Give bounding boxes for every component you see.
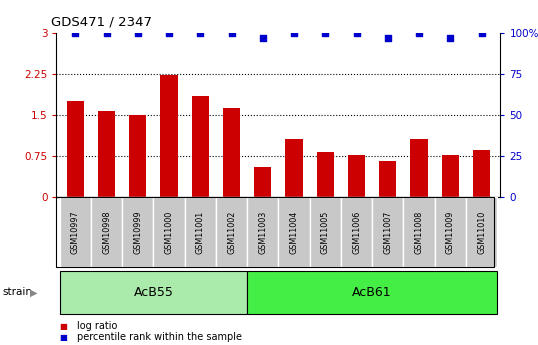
Text: GSM11007: GSM11007 (383, 210, 392, 254)
Bar (122, 197, 153, 267)
Bar (410, 139, 428, 197)
Bar (404, 197, 435, 267)
Text: GDS471 / 2347: GDS471 / 2347 (51, 16, 152, 29)
Text: log ratio: log ratio (77, 321, 117, 331)
Point (71, 30, 80, 36)
Bar (466, 197, 497, 267)
Bar (247, 197, 279, 267)
Text: GSM11006: GSM11006 (352, 210, 361, 254)
Bar (435, 197, 466, 267)
Text: GSM11005: GSM11005 (321, 210, 330, 254)
Text: ▶: ▶ (30, 287, 37, 297)
Bar (279, 197, 310, 267)
Bar (60, 197, 91, 267)
Bar (192, 96, 209, 197)
Text: GSM11003: GSM11003 (258, 210, 267, 254)
Bar (473, 150, 490, 197)
Point (352, 30, 361, 36)
Point (102, 30, 111, 36)
Text: AcB61: AcB61 (352, 286, 392, 299)
Bar (60, 271, 247, 314)
Point (415, 30, 423, 36)
Text: ■: ■ (59, 322, 67, 331)
Point (446, 35, 455, 40)
Bar (348, 155, 365, 197)
Bar (67, 101, 84, 197)
Bar (129, 115, 146, 197)
Text: ■: ■ (59, 333, 67, 342)
Bar (216, 197, 247, 267)
Text: GSM11004: GSM11004 (289, 210, 299, 254)
Point (165, 30, 173, 36)
Bar (317, 152, 334, 197)
Text: GSM11009: GSM11009 (446, 210, 455, 254)
Point (196, 30, 204, 36)
Bar (247, 271, 497, 314)
Bar (442, 155, 459, 197)
Point (384, 35, 392, 40)
Bar (341, 197, 372, 267)
Bar (223, 108, 240, 197)
Bar (379, 161, 397, 197)
Text: GSM11001: GSM11001 (196, 210, 205, 254)
Point (290, 30, 299, 36)
Bar (254, 167, 271, 197)
Bar (372, 197, 404, 267)
Text: GSM10998: GSM10998 (102, 210, 111, 254)
Bar (91, 197, 122, 267)
Bar (160, 75, 178, 197)
Point (477, 30, 486, 36)
Text: GSM11008: GSM11008 (415, 210, 423, 254)
Point (258, 35, 267, 40)
Bar (286, 139, 303, 197)
Bar (310, 197, 341, 267)
Bar (98, 111, 115, 197)
Text: GSM11000: GSM11000 (165, 210, 174, 254)
Point (227, 30, 236, 36)
Text: AcB55: AcB55 (133, 286, 173, 299)
Text: GSM10997: GSM10997 (70, 210, 80, 254)
Text: GSM11002: GSM11002 (227, 210, 236, 254)
Text: strain: strain (3, 287, 33, 297)
Point (133, 30, 142, 36)
Point (321, 30, 330, 36)
Bar (185, 197, 216, 267)
Text: percentile rank within the sample: percentile rank within the sample (77, 333, 242, 342)
Bar (153, 197, 185, 267)
Text: GSM11010: GSM11010 (477, 210, 486, 254)
Text: GSM10999: GSM10999 (133, 210, 142, 254)
